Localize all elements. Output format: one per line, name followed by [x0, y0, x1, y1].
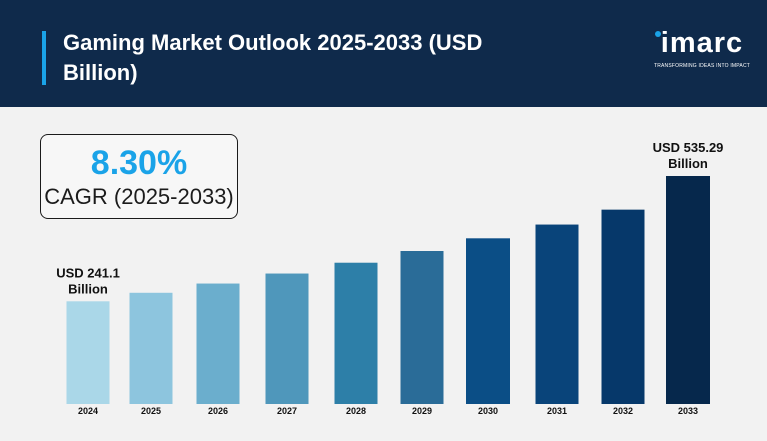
imarc-logo: imarc TRANSFORMING IDEAS INTO IMPACT	[650, 28, 754, 76]
x-tick-label-2032: 2032	[613, 406, 633, 416]
x-tick-label-2033: 2033	[678, 406, 698, 416]
bar-2032	[601, 209, 645, 404]
chart-title: Gaming Market Outlook 2025-2033 (USD Bil…	[63, 30, 483, 85]
bar-2029	[400, 251, 444, 404]
bar-2024	[66, 301, 110, 404]
x-tick-label-2027: 2027	[277, 406, 297, 416]
cagr-callout-box: 8.30% CAGR (2025-2033)	[40, 134, 238, 219]
x-tick-label-2024: 2024	[78, 406, 98, 416]
logo-wordmark: imarc	[660, 27, 744, 59]
value-callout-2024-line-2: Billion	[68, 281, 108, 296]
x-tick-label-2028: 2028	[346, 406, 366, 416]
bar-2031	[535, 224, 579, 404]
bar-2027	[265, 273, 309, 404]
bar-2033	[666, 176, 710, 404]
value-callout-2033-line-2: Billion	[668, 156, 708, 171]
bar-2028	[334, 262, 378, 404]
title-accent-bar	[42, 31, 46, 85]
x-tick-label-2029: 2029	[412, 406, 432, 416]
bar-2026	[196, 283, 240, 404]
x-tick-label-2025: 2025	[141, 406, 161, 416]
header-banner: Gaming Market Outlook 2025-2033 (USD Bil…	[0, 0, 767, 107]
value-callout-2024-line-1: USD 241.1	[56, 265, 120, 280]
logo-tagline: TRANSFORMING IDEAS INTO IMPACT	[653, 63, 751, 69]
bar-2025	[129, 292, 173, 404]
x-tick-label-2031: 2031	[547, 406, 567, 416]
x-tick-label-2030: 2030	[478, 406, 498, 416]
x-tick-label-2026: 2026	[208, 406, 228, 416]
value-callout-2033-line-1: USD 535.29	[653, 140, 724, 155]
bar-2030	[466, 238, 510, 404]
logo-dot-icon	[655, 31, 661, 37]
cagr-label: CAGR (2025-2033)	[44, 184, 234, 209]
cagr-value: 8.30%	[90, 144, 188, 182]
